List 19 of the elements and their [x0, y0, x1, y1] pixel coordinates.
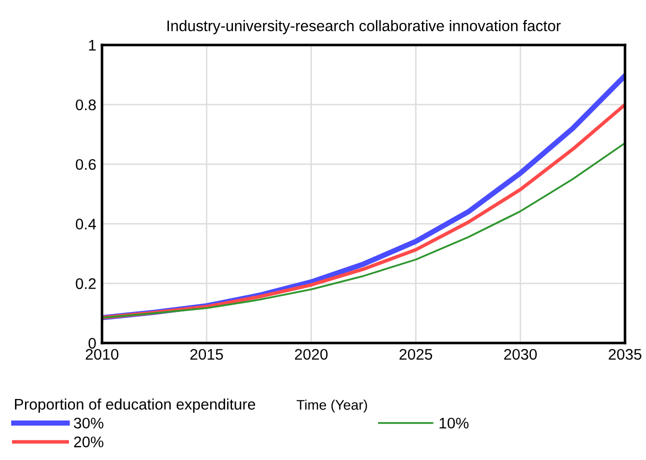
legend-label: 20%: [74, 436, 104, 448]
x-tick-label: 2020: [294, 348, 328, 360]
legend-label: 30%: [74, 418, 104, 429]
chart-title: Industry-university-research collaborative innovation factor: [167, 20, 561, 34]
x-tick-label: 2015: [190, 348, 223, 360]
legend-label: 10%: [440, 418, 469, 429]
x-tick-label: 2030: [504, 348, 537, 360]
y-tick-label: 0.8: [76, 99, 96, 110]
y-tick-label: 0.4: [76, 218, 96, 230]
y-tick-label: 0.6: [76, 159, 96, 170]
x-tick-label: 2010: [86, 348, 118, 360]
y-tick-label: 0: [88, 338, 96, 349]
legend-title: Proportion of education expenditure: [15, 398, 256, 413]
line-series: [102, 142, 625, 319]
x-axis-title: Time (Year): [296, 400, 368, 413]
y-tick-label: 1: [89, 40, 96, 51]
y-tick-label: 0.2: [76, 278, 96, 290]
x-tick-label: 2035: [608, 348, 642, 360]
x-tick-label: 2025: [400, 348, 432, 360]
